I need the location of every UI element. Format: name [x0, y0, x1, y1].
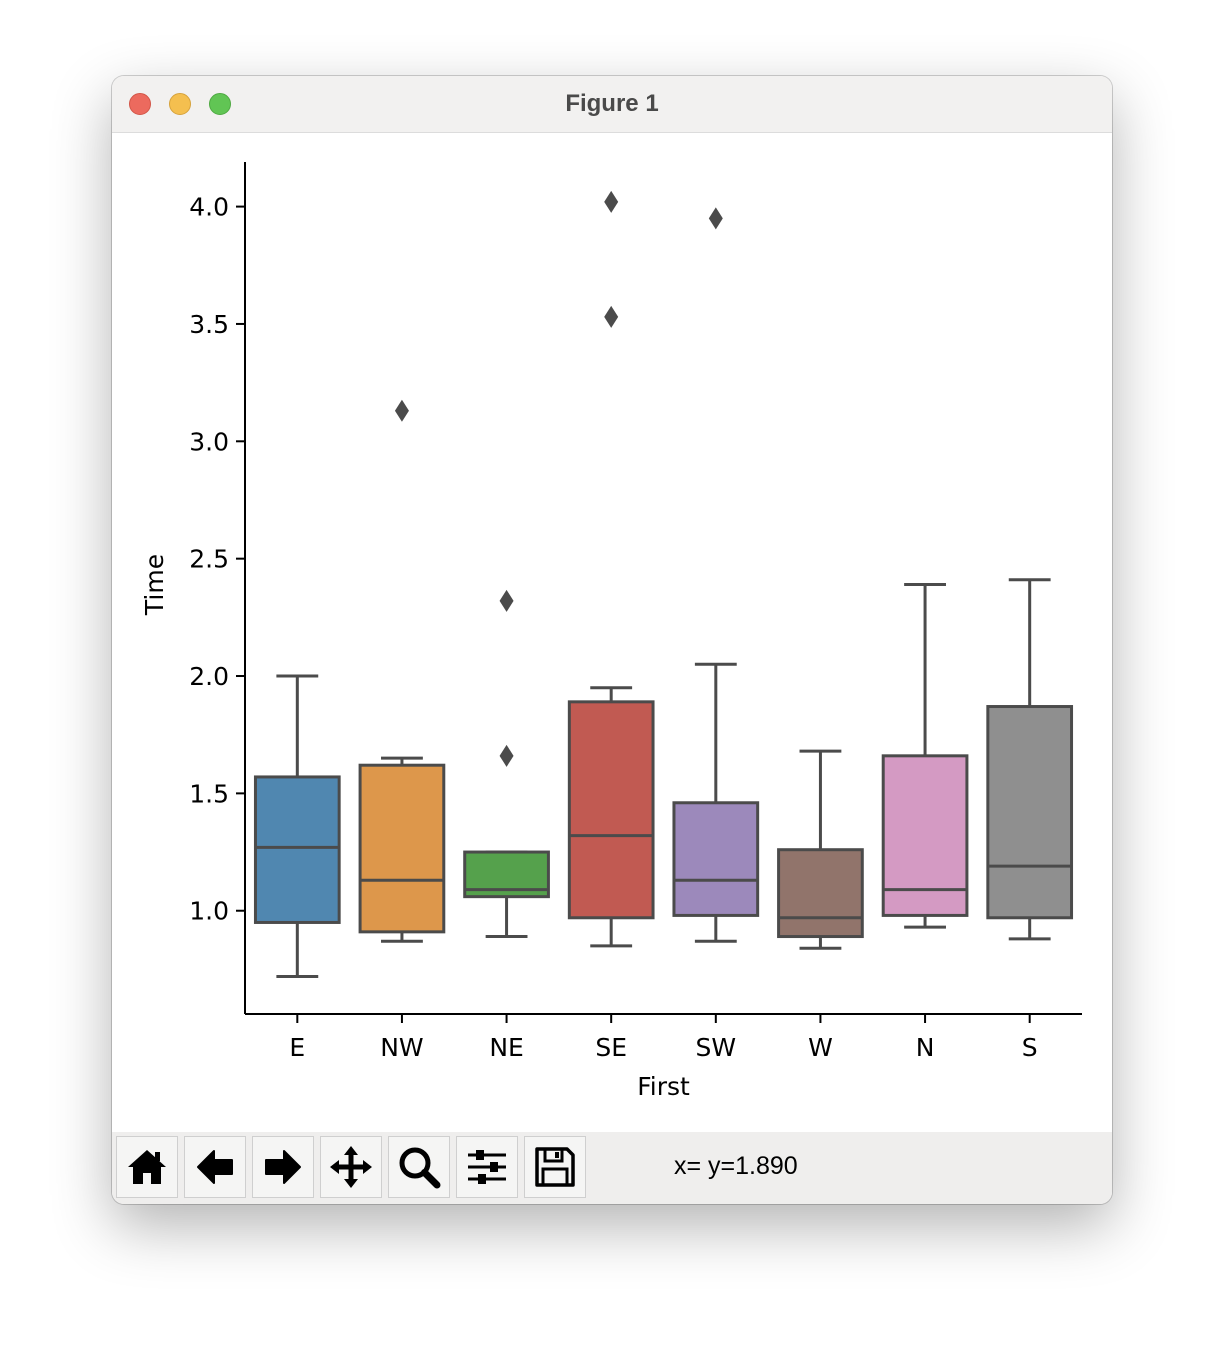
box-sw: [672, 801, 760, 917]
cursor-coordinates-readout: x= y=1.890: [674, 1152, 798, 1180]
move-icon: [330, 1146, 372, 1188]
box-nw: [358, 763, 446, 934]
zoom-window-button[interactable]: [209, 93, 231, 115]
forward-button[interactable]: [252, 1136, 314, 1198]
close-window-button[interactable]: [129, 93, 151, 115]
x-tick-label: E: [289, 1033, 305, 1062]
box-se: [567, 700, 655, 920]
back-button[interactable]: [184, 1136, 246, 1198]
box-e: [253, 775, 341, 924]
box-n: [881, 754, 969, 917]
x-tick-label: SE: [595, 1033, 627, 1062]
outlier-point: [708, 207, 723, 230]
minimize-window-button[interactable]: [169, 93, 191, 115]
box-w: [777, 848, 864, 939]
box-s: [986, 705, 1074, 920]
navigation-toolbar: x= y=1.890: [112, 1132, 1112, 1204]
home-button[interactable]: [116, 1136, 178, 1198]
y-tick-label: 3.5: [189, 310, 229, 339]
x-tick-label: W: [808, 1033, 833, 1062]
arrow-left-icon: [197, 1150, 233, 1184]
x-tick-label: S: [1022, 1033, 1038, 1062]
home-icon: [128, 1150, 166, 1184]
y-tick-label: 2.5: [189, 545, 229, 574]
outlier-point: [604, 305, 619, 328]
save-figure-button[interactable]: [524, 1136, 586, 1198]
configure-subplots-button[interactable]: [456, 1136, 518, 1198]
outlier-point: [604, 190, 619, 213]
x-tick-label: NW: [380, 1033, 423, 1062]
y-tick-label: 3.0: [189, 427, 229, 456]
window-title: Figure 1: [565, 90, 659, 117]
arrow-right-icon: [265, 1150, 301, 1184]
x-tick-label: N: [916, 1033, 935, 1062]
outlier-point: [499, 589, 514, 612]
outlier-point: [499, 744, 514, 767]
pan-button[interactable]: [320, 1136, 382, 1198]
box-plot-chart: 1.0 1.5 2.0 2.5 3.0 3.5 4.0 E NW NE SE SW W N S First Ti…: [140, 162, 1082, 1101]
floppy-disk-icon: [535, 1147, 575, 1187]
title-bar: Figure 1: [112, 76, 1112, 133]
y-tick-label: 2.0: [189, 662, 229, 691]
plot-area[interactable]: 1.0 1.5 2.0 2.5 3.0 3.5 4.0 E NW NE SE SW W N S First Ti…: [112, 132, 1112, 1132]
y-axis-label: Time: [140, 554, 169, 616]
y-tick-label: 1.0: [189, 897, 229, 926]
x-tick-label: SW: [696, 1033, 737, 1062]
x-axis-label: First: [637, 1072, 690, 1101]
magnifier-icon: [399, 1147, 441, 1189]
figure-window: Figure 1 1.0 1.5 2.0 2.5 3.0 3.5 4.0 E NW NE SE SW W…: [112, 76, 1112, 1204]
y-tick-label: 4.0: [189, 193, 229, 222]
x-tick-label: NE: [489, 1033, 524, 1062]
outlier-point: [394, 399, 409, 422]
sliders-icon: [468, 1150, 506, 1184]
zoom-button[interactable]: [388, 1136, 450, 1198]
y-tick-label: 1.5: [189, 779, 229, 808]
